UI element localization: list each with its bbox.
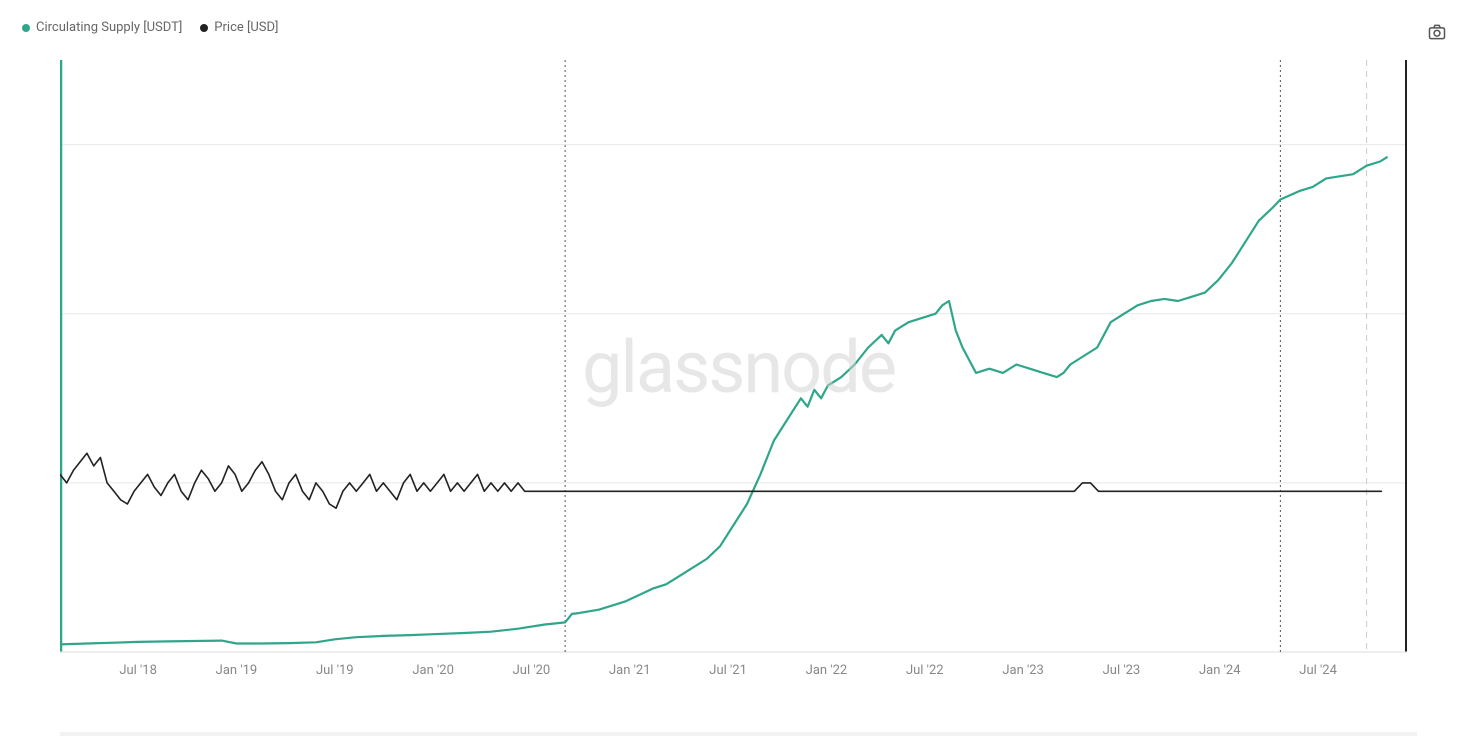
timeline-scrubber[interactable] bbox=[60, 732, 1417, 736]
svg-text:Jan '23: Jan '23 bbox=[1002, 663, 1044, 678]
legend-dot-price bbox=[200, 24, 208, 32]
screenshot-icon[interactable] bbox=[1427, 22, 1447, 42]
svg-text:Jan '24: Jan '24 bbox=[1199, 663, 1241, 678]
svg-text:Jan '19: Jan '19 bbox=[216, 663, 258, 678]
chart-area[interactable]: glassnode 040B80B120B$0.80Jul '18Jan '19… bbox=[60, 60, 1417, 692]
legend-label-supply: Circulating Supply [USDT] bbox=[36, 20, 182, 35]
chart-svg: 040B80B120B$0.80Jul '18Jan '19Jul '19Jan… bbox=[60, 60, 1417, 692]
svg-text:Jul '23: Jul '23 bbox=[1103, 663, 1141, 678]
svg-text:Jan '21: Jan '21 bbox=[609, 663, 651, 678]
svg-text:Jul '21: Jul '21 bbox=[709, 663, 747, 678]
legend-item-supply[interactable]: Circulating Supply [USDT] bbox=[22, 20, 182, 35]
svg-text:Jul '18: Jul '18 bbox=[119, 663, 157, 678]
svg-text:Jul '20: Jul '20 bbox=[513, 663, 551, 678]
svg-text:Jul '24: Jul '24 bbox=[1299, 663, 1337, 678]
svg-text:Jul '19: Jul '19 bbox=[316, 663, 354, 678]
svg-text:Jul '22: Jul '22 bbox=[906, 663, 944, 678]
legend-dot-supply bbox=[22, 24, 30, 32]
legend-item-price[interactable]: Price [USD] bbox=[200, 20, 278, 35]
svg-text:Jan '22: Jan '22 bbox=[806, 663, 848, 678]
legend-label-price: Price [USD] bbox=[214, 20, 278, 35]
svg-text:Jan '20: Jan '20 bbox=[412, 663, 454, 678]
chart-legend: Circulating Supply [USDT] Price [USD] bbox=[22, 20, 278, 35]
